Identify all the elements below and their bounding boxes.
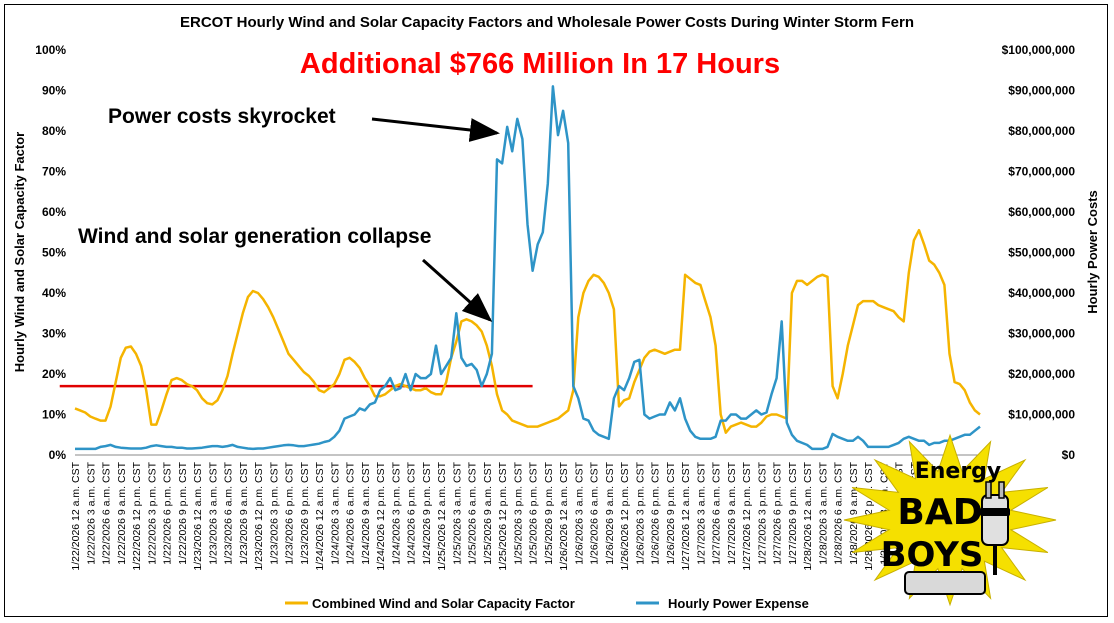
- right-tick-label: $0: [1062, 448, 1076, 462]
- x-tick-label: 1/26/2026 12 a.m. CST: [558, 461, 570, 570]
- left-tick-label: 50%: [42, 246, 66, 260]
- right-tick-label: $90,000,000: [1008, 84, 1075, 98]
- legend-label-expense: Hourly Power Expense: [668, 596, 809, 611]
- x-tick-label: 1/27/2026 3 a.m. CST: [695, 461, 707, 564]
- right-tick-label: $70,000,000: [1008, 165, 1075, 179]
- x-tick-label: 1/27/2026 9 a.m. CST: [726, 461, 738, 564]
- x-tick-label: 1/23/2026 12 a.m. CST: [192, 461, 204, 570]
- annotation-arrow-power-costs: [371, 117, 500, 142]
- left-tick-label: 40%: [42, 286, 66, 300]
- chart-title: ERCOT Hourly Wind and Solar Capacity Fac…: [180, 14, 914, 31]
- annotation-wind-solar: Wind and solar generation collapse: [78, 225, 431, 248]
- x-tick-label: 1/27/2026 12 p.m. CST: [741, 461, 753, 570]
- x-tick-label: 1/25/2026 9 a.m. CST: [482, 461, 494, 564]
- right-tick-label: $30,000,000: [1008, 327, 1075, 341]
- x-tick-label: 1/22/2026 3 p.m. CST: [146, 461, 158, 564]
- left-axis-ticks: 0% 10% 20% 30% 40% 50% 60% 70% 80% 90% 100%: [35, 43, 66, 462]
- x-tick-label: 1/24/2026 9 p.m. CST: [421, 461, 433, 564]
- headline: Additional $766 Million In 17 Hours: [300, 48, 780, 80]
- left-tick-label: 30%: [42, 327, 66, 341]
- x-tick-label: 1/22/2026 9 p.m. CST: [177, 461, 189, 564]
- logo-outlet-plate: [904, 571, 986, 595]
- x-tick-label: 1/22/2026 3 a.m. CST: [85, 461, 97, 564]
- x-tick-label: 1/25/2026 12 p.m. CST: [497, 461, 509, 570]
- x-tick-label: 1/23/2026 6 p.m. CST: [284, 461, 296, 564]
- x-tick-label: 1/24/2026 3 p.m. CST: [390, 461, 402, 564]
- x-tick-label: 1/25/2026 9 p.m. CST: [543, 461, 555, 564]
- wind-solar-capacity-line: [74, 228, 981, 434]
- x-tick-label: 1/23/2026 3 p.m. CST: [268, 461, 280, 564]
- left-tick-label: 0%: [49, 448, 67, 462]
- hourly-power-expense-line: [75, 85, 981, 451]
- x-tick-label: 1/23/2026 3 a.m. CST: [207, 461, 219, 564]
- x-tick-label: 1/24/2026 12 a.m. CST: [314, 461, 326, 570]
- x-axis-ticks: 1/22/2026 12 a.m. CST 1/22/2026 3 a.m. CS…: [70, 461, 951, 570]
- x-tick-label: 1/24/2026 9 a.m. CST: [360, 461, 372, 564]
- x-tick-label: 1/22/2026 6 a.m. CST: [101, 461, 113, 564]
- energy-bad-boys-logo: Energy BAD BOYS: [843, 433, 1057, 607]
- right-tick-label: $60,000,000: [1008, 205, 1075, 219]
- x-tick-label: 1/26/2026 12 p.m. CST: [619, 461, 631, 570]
- x-tick-label: 1/26/2026 3 p.m. CST: [634, 461, 646, 564]
- left-tick-label: 80%: [42, 124, 66, 138]
- left-tick-label: 60%: [42, 205, 66, 219]
- x-tick-label: 1/28/2026 3 a.m. CST: [817, 461, 829, 564]
- x-tick-label: 1/27/2026 6 p.m. CST: [772, 461, 784, 564]
- x-tick-label: 1/26/2026 6 p.m. CST: [650, 461, 662, 564]
- x-tick-label: 1/23/2026 12 p.m. CST: [253, 461, 265, 570]
- x-tick-label: 1/23/2026 6 a.m. CST: [223, 461, 235, 564]
- logo-text-energy: Energy: [915, 459, 1002, 484]
- x-tick-label: 1/26/2026 9 a.m. CST: [604, 461, 616, 564]
- x-tick-label: 1/26/2026 9 p.m. CST: [665, 461, 677, 564]
- x-tick-label: 1/24/2026 3 a.m. CST: [329, 461, 341, 564]
- x-tick-label: 1/26/2026 6 a.m. CST: [589, 461, 601, 564]
- x-tick-label: 1/28/2026 6 a.m. CST: [833, 461, 845, 564]
- x-tick-label: 1/25/2026 3 p.m. CST: [512, 461, 524, 564]
- x-tick-label: 1/25/2026 12 a.m. CST: [436, 461, 448, 570]
- x-tick-label: 1/26/2026 3 a.m. CST: [573, 461, 585, 564]
- x-tick-label: 1/25/2026 6 p.m. CST: [528, 461, 540, 564]
- x-tick-label: 1/24/2026 6 a.m. CST: [345, 461, 357, 564]
- legend-label-capacity: Combined Wind and Solar Capacity Factor: [312, 596, 575, 611]
- x-tick-label: 1/27/2026 12 a.m. CST: [680, 461, 692, 570]
- x-tick-label: 1/27/2026 3 p.m. CST: [756, 461, 768, 564]
- right-tick-label: $20,000,000: [1008, 367, 1075, 381]
- left-tick-label: 10%: [42, 408, 66, 422]
- left-tick-label: 70%: [42, 165, 66, 179]
- logo-text-boys: BOYS: [881, 535, 984, 575]
- x-tick-label: 1/25/2026 6 a.m. CST: [467, 461, 479, 564]
- x-tick-label: 1/28/2026 9 a.m. CST: [848, 461, 860, 564]
- right-axis-ticks: $0 $10,000,000 $20,000,000 $30,000,000 $40,0…: [1002, 43, 1076, 462]
- plug-mascot-icon: [980, 481, 1010, 575]
- x-tick-label: 1/24/2026 6 p.m. CST: [406, 461, 418, 564]
- x-tick-label: 1/25/2026 3 a.m. CST: [451, 461, 463, 564]
- left-tick-label: 90%: [42, 84, 66, 98]
- left-axis-label: Hourly Wind and Solar Capacity Factor: [12, 132, 27, 372]
- right-tick-label: $100,000,000: [1002, 43, 1076, 57]
- x-tick-label: 1/28/2026 12 a.m. CST: [802, 461, 814, 570]
- annotation-power-costs: Power costs skyrocket: [108, 105, 336, 128]
- x-tick-label: 1/27/2026 6 a.m. CST: [711, 461, 723, 564]
- x-tick-label: 1/22/2026 12 p.m. CST: [131, 461, 143, 570]
- right-tick-label: $80,000,000: [1008, 124, 1075, 138]
- right-axis-label: Hourly Power Costs: [1085, 190, 1100, 314]
- logo-text-bad: BAD: [897, 492, 982, 533]
- x-tick-label: 1/22/2026 12 a.m. CST: [70, 461, 82, 570]
- right-tick-label: $10,000,000: [1008, 408, 1075, 422]
- legend: Combined Wind and Solar Capacity Factor …: [285, 596, 809, 611]
- x-tick-label: 1/23/2026 9 p.m. CST: [299, 461, 311, 564]
- left-tick-label: 20%: [42, 367, 66, 381]
- x-tick-label: 1/23/2026 9 a.m. CST: [238, 461, 250, 564]
- x-tick-label: 1/24/2026 12 p.m. CST: [375, 461, 387, 570]
- x-tick-label: 1/22/2026 9 a.m. CST: [116, 461, 128, 564]
- annotation-arrow-wind-solar: [421, 258, 493, 323]
- right-tick-label: $40,000,000: [1008, 286, 1075, 300]
- logo-star-burst: [843, 433, 1057, 607]
- x-tick-label: 1/27/2026 9 p.m. CST: [787, 461, 799, 564]
- right-tick-label: $50,000,000: [1008, 246, 1075, 260]
- left-tick-label: 100%: [35, 43, 66, 57]
- x-tick-label: 1/22/2026 6 p.m. CST: [162, 461, 174, 564]
